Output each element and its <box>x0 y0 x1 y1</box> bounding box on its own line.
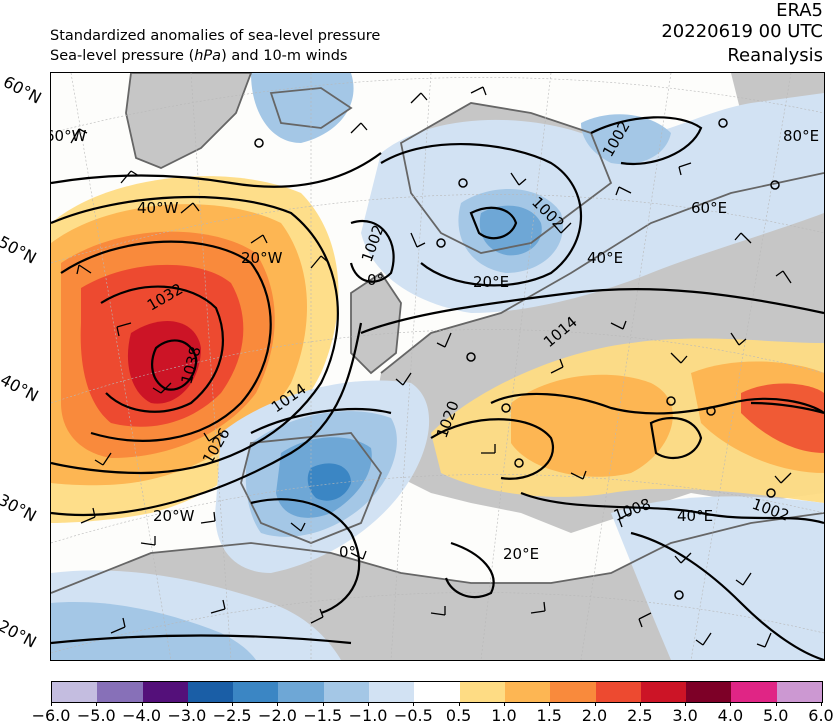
coastlines <box>51 73 824 594</box>
colorbar-tick-mark <box>821 702 822 706</box>
colorbar-cell <box>640 682 687 702</box>
colorbar-tick-mark <box>730 702 732 706</box>
colorbar-cell <box>52 682 98 702</box>
colorbar-tick-mark <box>96 702 98 706</box>
colorbar-tick-label: −1.5 <box>303 706 343 725</box>
colorbar-tick-mark <box>549 702 551 706</box>
lat-label-20n: 20°N <box>0 616 40 652</box>
colorbar-tick-mark <box>186 702 188 706</box>
anomaly-fill-neg-east-south <box>611 496 824 660</box>
colorbar-tick-label: −2.0 <box>258 706 297 725</box>
colorbar-cell <box>97 682 143 702</box>
lon-label-20w: 20°W <box>241 249 283 267</box>
colorbar-tick-mark <box>685 702 687 706</box>
title-line-2: Sea-level pressure (hPa) and 10-m winds <box>50 48 347 64</box>
colorbar-tick-mark <box>277 702 279 706</box>
colorbar-cell <box>233 682 279 702</box>
colorbar-tick-label: 1.0 <box>491 706 517 725</box>
land-britain <box>351 273 401 373</box>
isobars <box>51 116 824 660</box>
colorbar-cell <box>550 682 596 702</box>
land-greenland <box>126 73 251 168</box>
dataset-label: ERA5 <box>776 0 823 21</box>
colorbar-tick-mark <box>232 702 234 706</box>
colorbar-tick-mark <box>775 702 777 706</box>
colorbar-tick-mark <box>594 702 596 706</box>
lon-label-40e: 40°E <box>587 249 623 267</box>
colorbar-cell <box>504 682 551 702</box>
colorbar-tick-label: −2.5 <box>212 706 252 725</box>
colorbar-cell <box>776 682 823 702</box>
colorbar-tick-label: −5.0 <box>76 706 116 725</box>
title-line-1: Standardized anomalies of sea-level pres… <box>50 28 381 44</box>
lon-label-20e: 20°E <box>473 273 509 291</box>
colorbar-cell <box>414 682 460 702</box>
colorbar-tick-mark <box>639 702 641 706</box>
colorbar-tick-label: −6.0 <box>31 706 71 725</box>
calm-wind-markers <box>254 118 780 600</box>
lon-label-60w: 60°W <box>51 127 87 145</box>
lon-labels: 60°W 40°W 20°W 0° 20°E 40°E 60°E 80°E 20… <box>51 127 819 563</box>
colorbar-cell <box>278 682 324 702</box>
lat-label-40n: 40°N <box>0 370 42 406</box>
colorbar-tick-mark <box>503 702 505 706</box>
colorbar-tick-label: −1.0 <box>348 706 388 725</box>
lon-label-0: 0° <box>367 271 384 289</box>
colorbar-tick-mark <box>413 702 415 706</box>
lat-label-50n: 50°N <box>0 232 40 268</box>
colorbar-cell <box>142 682 188 702</box>
colorbar-tick-label: 2.0 <box>581 706 608 725</box>
map-panel: 60°W 40°W 20°W 0° 20°E 40°E 60°E 80°E 20… <box>50 72 825 661</box>
anomaly-fill-east-1.0 <box>511 374 673 477</box>
colorbar-cell <box>323 682 370 702</box>
colorbar-tick-label: −0.5 <box>393 706 433 725</box>
colorbar-ticks: −6.0 −5.0 −4.0 −3.0 −2.5 −2.0 −1.5 −1.0 −0.5 0.5 1… <box>0 706 834 725</box>
colorbar-tick-mark <box>51 702 52 706</box>
colorbar-cell <box>187 682 234 702</box>
lon-label-40w: 40°W <box>137 199 179 217</box>
colorbar-tick-label: 6.0 <box>808 706 834 725</box>
lon-label-80e: 80°E <box>783 127 819 145</box>
colorbar-tick-label: 1.5 <box>536 706 562 725</box>
lon-label-20e-south: 20°E <box>503 545 539 563</box>
product-label: Reanalysis <box>727 45 823 66</box>
colorbar-tick-label: −4.0 <box>122 706 162 725</box>
lon-label-60e: 60°E <box>691 199 727 217</box>
colorbar-tick-mark <box>141 702 143 706</box>
colorbar-tick-label: −3.0 <box>167 706 207 725</box>
wind-barbs <box>70 86 792 648</box>
colorbar-tick-label: 2.5 <box>627 706 653 725</box>
title-unit: hPa <box>194 48 222 64</box>
lon-label-40e-south: 40°E <box>677 507 713 525</box>
colorbar-tick-label: 4.0 <box>717 706 744 725</box>
lat-label-60n: 60°N <box>0 72 45 108</box>
anomaly-fill-neg-iceland <box>251 73 354 143</box>
datetime-label: 20220619 00 UTC <box>661 21 823 42</box>
colorbar-tick-label: 0.5 <box>445 706 472 725</box>
map-svg: 60°W 40°W 20°W 0° 20°E 40°E 60°E 80°E 20… <box>51 73 824 660</box>
colorbar-tick-label: 5.0 <box>762 706 789 725</box>
colorbar-tick-mark <box>322 702 324 706</box>
lon-label-20w-south: 20°W <box>153 507 195 525</box>
lon-label-0-south: 0° <box>339 543 356 561</box>
title-line-2-suffix: ) and 10-m winds <box>221 48 348 64</box>
anomaly-fill-east-2.0 <box>741 383 824 453</box>
anomaly-fill-neg-africa-2 <box>51 602 256 660</box>
graticule <box>51 73 824 660</box>
colorbar-cell <box>595 682 641 702</box>
colorbar-cell <box>686 682 732 702</box>
colorbar-tick-label: 3.0 <box>672 706 698 725</box>
colorbar-cell <box>459 682 505 702</box>
colorbar-tick-mark <box>458 702 460 706</box>
colorbar-tick-mark <box>368 702 370 706</box>
anomaly-fill-neg-iberia-3 <box>307 463 351 501</box>
lat-label-30n: 30°N <box>0 490 40 526</box>
title-line-2-prefix: Sea-level pressure ( <box>50 48 195 64</box>
colorbar-cell <box>369 682 415 702</box>
colorbar-cell <box>731 682 777 702</box>
colorbar <box>51 681 823 703</box>
